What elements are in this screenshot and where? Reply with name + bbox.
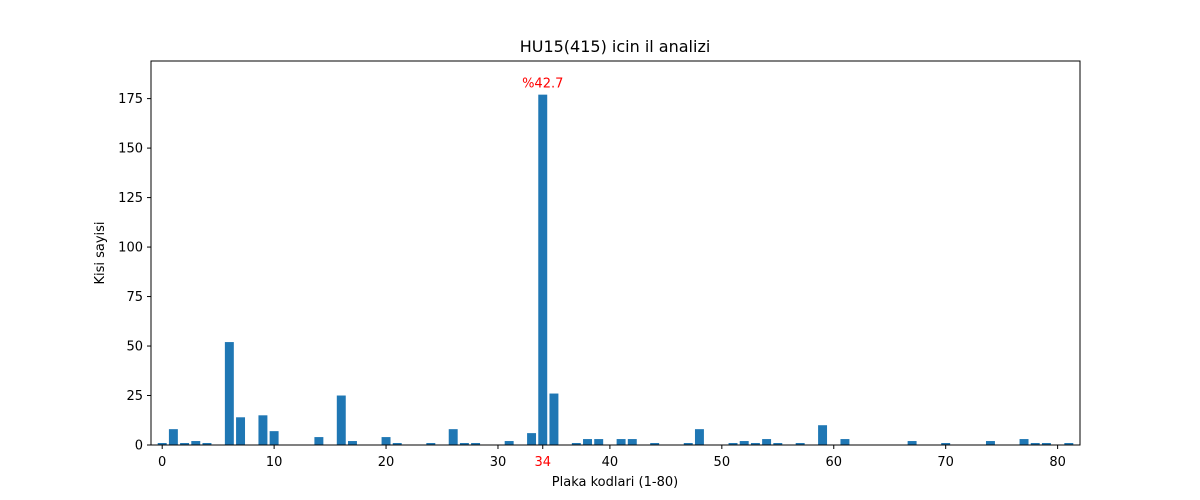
bar-81 — [1064, 443, 1074, 445]
x-tick-label-highlight: 34 — [534, 455, 551, 470]
bar-78 — [1030, 443, 1040, 445]
bar-4 — [202, 443, 212, 445]
bar-16 — [336, 395, 346, 445]
bar-14 — [314, 437, 324, 445]
bar-37 — [571, 443, 581, 445]
y-tick-label-150: 150 — [118, 142, 143, 157]
bar-41 — [616, 439, 626, 445]
chart-title: HU15(415) icin il analizi — [520, 37, 711, 56]
bar-53 — [750, 443, 760, 445]
bar-33 — [527, 433, 537, 445]
peak-annotation: %42.7 — [522, 77, 563, 92]
y-tick-label-100: 100 — [118, 241, 143, 256]
bar-21 — [392, 443, 402, 445]
bar-39 — [594, 439, 604, 445]
bar-51 — [728, 443, 738, 445]
y-tick-label-50: 50 — [126, 340, 143, 355]
bar-17 — [347, 441, 357, 445]
x-tick-label-0: 0 — [158, 455, 166, 470]
bar-44 — [650, 443, 660, 445]
plot-frame — [150, 60, 1081, 446]
bar-57 — [795, 443, 805, 445]
bar-10 — [269, 431, 279, 445]
axes-layer: 0 25 50 75 100 125 150 175 0 10 20 30 40 50 60 70 80 34 %4… — [118, 60, 1081, 470]
bar-79 — [1041, 443, 1051, 445]
bar-1 — [168, 429, 178, 445]
bar-59 — [818, 425, 828, 445]
bar-55 — [773, 443, 783, 445]
bar-2 — [180, 443, 190, 445]
y-tick-label-125: 125 — [118, 191, 143, 206]
x-tick-label-40: 40 — [602, 455, 619, 470]
bar-28 — [471, 443, 481, 445]
bar-70 — [941, 443, 951, 445]
bar-7 — [236, 417, 246, 445]
bar-34 — [538, 94, 548, 446]
y-tick-label-25: 25 — [126, 389, 143, 404]
bar-0 — [157, 443, 167, 445]
bar-20 — [381, 437, 391, 445]
x-tick-label-70: 70 — [937, 455, 954, 470]
bar-31 — [504, 441, 514, 445]
x-tick-label-60: 60 — [825, 455, 842, 470]
y-tick-label-75: 75 — [126, 290, 143, 305]
bar-9 — [258, 415, 268, 445]
bars-layer — [157, 94, 1074, 446]
x-tick-label-20: 20 — [378, 455, 395, 470]
bar-35 — [549, 393, 559, 445]
bar-77 — [1019, 439, 1029, 445]
bar-67 — [907, 441, 917, 445]
bar-48 — [694, 429, 704, 445]
bar-61 — [840, 439, 850, 445]
bar-47 — [683, 443, 693, 445]
bar-38 — [583, 439, 592, 445]
bar-24 — [426, 443, 436, 445]
bar-42 — [627, 439, 637, 445]
y-tick-label-0: 0 — [135, 439, 143, 454]
bar-54 — [762, 439, 772, 445]
y-axis-label: Kisi sayisi — [93, 221, 108, 284]
x-tick-label-10: 10 — [266, 455, 283, 470]
bar-74 — [985, 441, 995, 445]
bar-26 — [448, 429, 458, 445]
x-tick-label-80: 80 — [1049, 455, 1066, 470]
x-axis-label: Plaka kodlari (1-80) — [552, 475, 678, 490]
y-tick-label-175: 175 — [118, 92, 143, 107]
bar-3 — [191, 441, 201, 445]
x-tick-label-30: 30 — [490, 455, 507, 470]
bar-6 — [224, 342, 234, 445]
bar-27 — [459, 443, 469, 445]
x-tick-label-50: 50 — [714, 455, 731, 470]
bar-52 — [739, 441, 749, 445]
